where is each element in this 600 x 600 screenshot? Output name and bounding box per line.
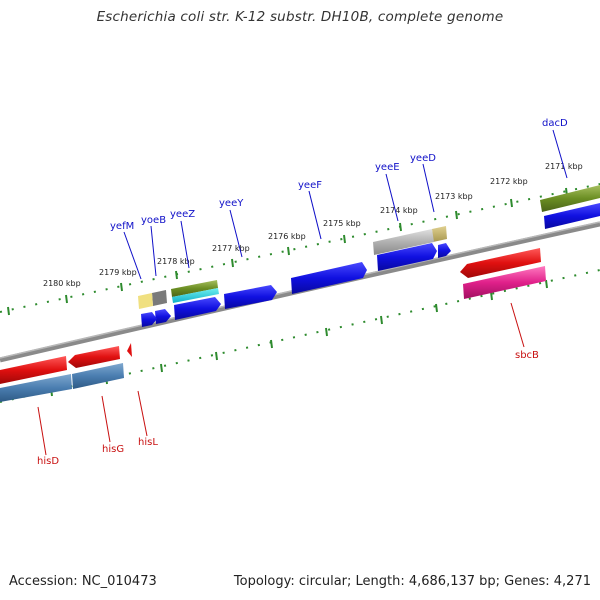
genome-summary-text: Topology: circular; Length: 4,686,137 bp…: [233, 574, 591, 589]
feature-dacD: [540, 185, 600, 212]
feature-yeeD-grey: [432, 226, 447, 242]
feature-hisD-arrow: [0, 356, 67, 384]
feature-yefM-khaki: [138, 293, 153, 309]
scale-label: 2179 kbp: [99, 268, 137, 277]
scale-label: 2173 kbp: [435, 192, 473, 201]
feature-yeeF-arrow: [291, 262, 367, 294]
feature-yeeE-grey: [373, 229, 434, 255]
feature-yeeD-arrow: [438, 243, 451, 258]
feature-sbcB-arrow: [460, 248, 541, 278]
gene-label-yoeB: yoeB: [141, 215, 166, 226]
feature-yoeB-arrow: [155, 309, 171, 324]
gene-label-hisL: hisL: [138, 437, 158, 448]
gene-label-hisD: hisD: [37, 456, 59, 467]
gene-label-hisG: hisG: [102, 444, 124, 455]
feature-yeeY-arrow: [224, 285, 277, 309]
feature-hisL-arrow: [127, 343, 132, 357]
feature-yeeZ-olive: [171, 280, 218, 297]
feature-hisD-steel: [0, 374, 72, 402]
scale-label: 2177 kbp: [212, 244, 250, 253]
feature-gene-blue: [544, 203, 600, 229]
major-ticks-inner: [50, 279, 548, 397]
scale-label: 2178 kbp: [157, 257, 195, 266]
feature-yeeZ-cyan: [172, 288, 219, 303]
gene-label-yeeF: yeeF: [298, 180, 322, 191]
gene-label-yeeE: yeeE: [375, 162, 400, 173]
gene-label-sbcB: sbcB: [515, 350, 539, 361]
feature-yoeB-grey: [152, 290, 167, 306]
scale-label: 2175 kbp: [323, 219, 361, 228]
gene-label-yeeY: yeeY: [219, 198, 244, 209]
gene-label-yefM: yefM: [110, 221, 134, 232]
major-ticks-outer: [7, 187, 568, 316]
reverse-leaders: [37, 302, 525, 456]
scale-label: 2180 kbp: [43, 279, 81, 288]
feature-sbcB-pink: [463, 266, 546, 299]
map-title: Escherichia coli str. K-12 substr. DH10B…: [96, 9, 504, 25]
forward-leaders: [123, 129, 568, 280]
feature-yefM-arrow: [141, 312, 157, 327]
feature-hisG-steel: [72, 363, 124, 389]
accession-text: Accession: NC_010473: [9, 574, 157, 589]
gene-label-yeeZ: yeeZ: [170, 209, 195, 220]
scale-label: 2174 kbp: [380, 206, 418, 215]
gene-label-dacD: dacD: [542, 118, 568, 129]
feature-hisG-arrow: [68, 346, 120, 368]
feature-yeeZ-arrow: [174, 297, 221, 320]
scale-label: 2176 kbp: [268, 232, 306, 241]
feature-yeeE-arrow: [377, 243, 437, 271]
scale-label: 2172 kbp: [490, 177, 528, 186]
gene-label-yeeD: yeeD: [410, 153, 436, 164]
